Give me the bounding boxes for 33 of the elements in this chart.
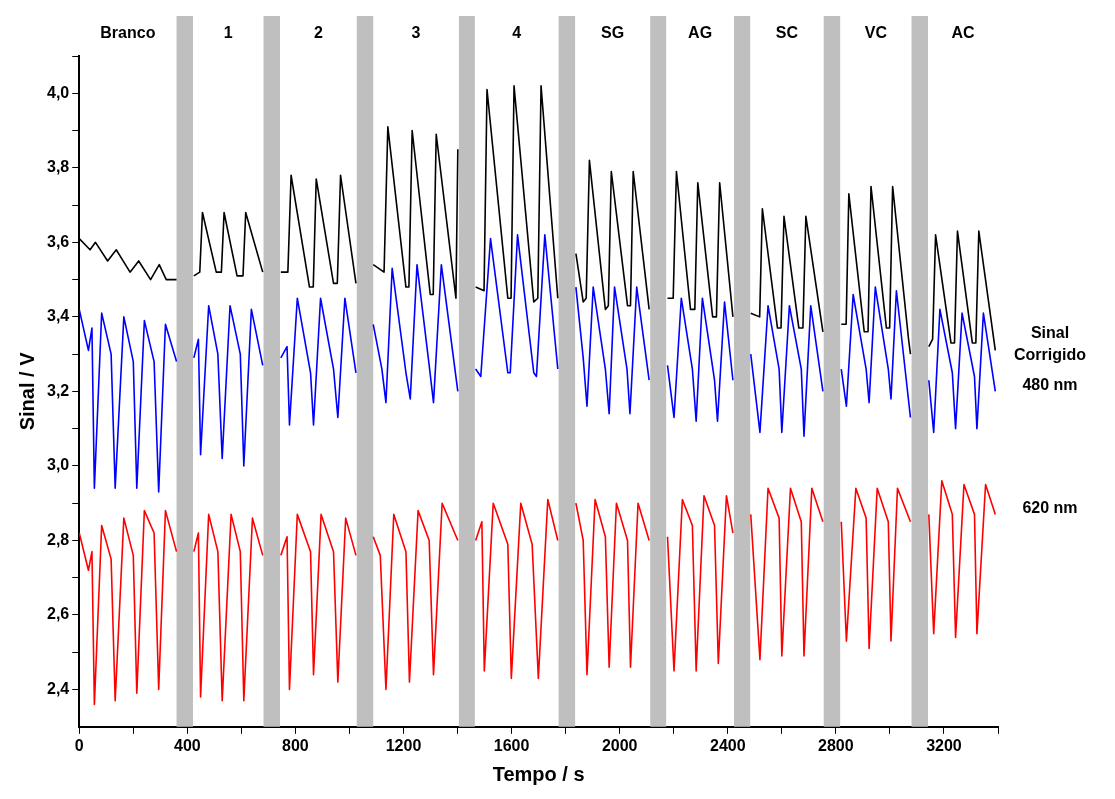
x-tick-label: 400 xyxy=(173,736,201,754)
series-label: Sinal Corrigido xyxy=(1014,323,1087,363)
text: SC xyxy=(775,24,799,42)
text: Branco xyxy=(100,24,156,42)
x-tick-label: 2800 xyxy=(818,736,854,754)
y-tick-label: 3,8 xyxy=(46,158,70,176)
y-tick-label: 2,6 xyxy=(46,605,70,623)
x-axis-title: Tempo / s xyxy=(492,762,585,785)
x-tick-label: 0 xyxy=(74,736,84,754)
text: SG xyxy=(601,24,625,42)
y-tick-label: 3,6 xyxy=(46,232,70,250)
x-tick-label: 3200 xyxy=(926,736,962,754)
y-tick-label: 3,2 xyxy=(46,381,70,399)
text: 2 xyxy=(313,24,323,42)
y-tick-label: 2,4 xyxy=(46,679,70,697)
y-tick-label: 3,0 xyxy=(46,456,70,474)
y-tick-label: 4,0 xyxy=(46,83,70,101)
text: VC xyxy=(864,24,888,42)
text: 4 xyxy=(512,24,522,42)
text: AG xyxy=(688,24,713,42)
x-tick-label: 800 xyxy=(282,736,309,754)
y-tick-label: 3,4 xyxy=(46,307,70,325)
text: AC xyxy=(951,24,976,42)
text: 1 xyxy=(223,24,233,42)
text: 3 xyxy=(411,24,421,42)
y-axis-title: Sinal / V xyxy=(15,351,38,431)
x-tick-label: 1200 xyxy=(385,736,422,754)
x-tick-label: 2400 xyxy=(709,736,746,754)
y-tick-label: 2,8 xyxy=(46,530,70,548)
series-label: 480 nm xyxy=(1022,375,1078,393)
series-label: 620 nm xyxy=(1022,498,1078,516)
x-tick-label: 2000 xyxy=(601,736,638,754)
x-tick-label: 1600 xyxy=(493,736,530,754)
